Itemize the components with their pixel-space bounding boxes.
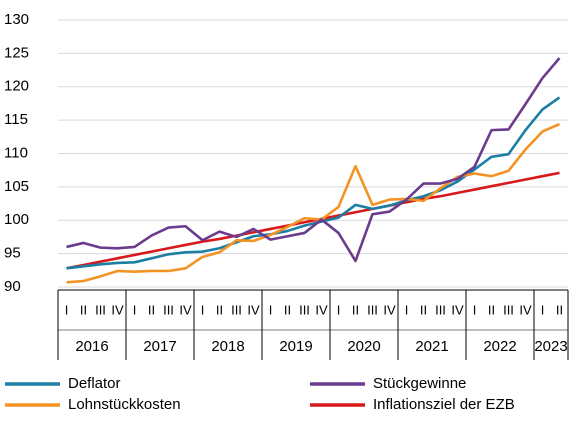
series-line [66, 122, 561, 284]
x-tick-label: I [133, 302, 137, 317]
y-tick-label: 100 [4, 211, 29, 228]
x-tick-label: I [473, 302, 477, 317]
y-tick-label: 120 [4, 78, 29, 95]
x-tick-label: IV [451, 302, 464, 317]
x-tick-label: IV [179, 302, 192, 317]
x-tick-label: I [65, 302, 69, 317]
year-label: 2017 [143, 338, 176, 355]
legend-label: Inflationsziel der EZB [373, 396, 515, 413]
year-label: 2020 [347, 338, 380, 355]
series-line [66, 171, 560, 270]
year-label: 2016 [75, 338, 108, 355]
year-label: 2023 [534, 338, 567, 355]
y-tick-label: 95 [4, 245, 21, 262]
x-tick-label: II [80, 302, 87, 317]
y-tick-label: 115 [4, 111, 28, 128]
x-tick-label: II [284, 302, 291, 317]
x-tick-label: II [420, 302, 427, 317]
x-tick-label: I [201, 302, 205, 317]
y-tick-label: 125 [4, 44, 29, 61]
series-line [66, 57, 561, 263]
year-label: 2019 [279, 338, 312, 355]
x-tick-label: III [299, 302, 310, 317]
x-tick-label: I [405, 302, 409, 317]
x-tick-label: IV [315, 302, 328, 317]
year-label: 2022 [483, 338, 516, 355]
x-tick-label: III [231, 302, 242, 317]
x-tick-label: III [503, 302, 514, 317]
y-tick-label: 130 [4, 11, 29, 28]
x-tick-label: II [216, 302, 223, 317]
x-tick-label: IV [111, 302, 124, 317]
x-tick-label: II [488, 302, 495, 317]
year-label: 2018 [211, 338, 244, 355]
y-tick-label: 110 [4, 144, 28, 161]
x-tick-label: IV [247, 302, 260, 317]
x-tick-label: I [337, 302, 341, 317]
x-tick-label: III [367, 302, 378, 317]
x-tick-label: I [541, 302, 545, 317]
x-tick-label: III [435, 302, 446, 317]
y-tick-label: 90 [4, 278, 21, 295]
x-tick-label: III [163, 302, 174, 317]
x-tick-label: II [352, 302, 359, 317]
y-tick-label: 105 [4, 178, 29, 195]
x-tick-label: I [269, 302, 273, 317]
x-tick-label: III [95, 302, 106, 317]
legend-label: Stückgewinne [373, 375, 466, 392]
legend-label: Deflator [68, 375, 121, 392]
x-tick-label: IV [383, 302, 396, 317]
series-line [66, 96, 561, 270]
x-tick-label: II [148, 302, 155, 317]
x-tick-label: IV [519, 302, 532, 317]
x-tick-label: II [556, 302, 563, 317]
legend-label: Lohnstückkosten [68, 396, 181, 413]
year-label: 2021 [415, 338, 448, 355]
